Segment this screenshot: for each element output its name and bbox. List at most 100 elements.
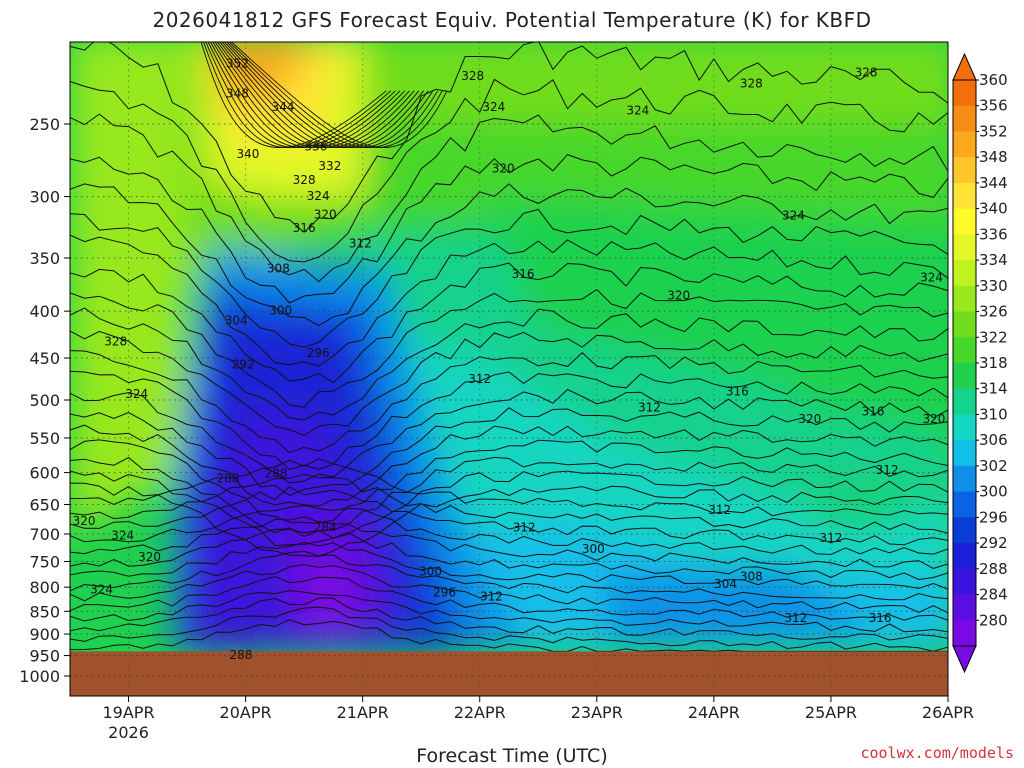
contour-line-plume xyxy=(203,42,392,149)
contour-label: 312 xyxy=(349,237,372,251)
contour-label: 324 xyxy=(307,189,330,203)
contour-label: 312 xyxy=(638,400,661,414)
contour-line xyxy=(70,424,948,507)
source-credit[interactable]: coolwx.com/models xyxy=(860,744,1014,762)
contour-line xyxy=(70,288,948,408)
contour-label: 300 xyxy=(419,564,442,578)
contour-label: 328 xyxy=(740,76,763,90)
contour-label: 340 xyxy=(236,147,259,161)
contour-label: 284 xyxy=(314,521,337,535)
contour-label: 288 xyxy=(217,472,240,486)
contour-label: 324 xyxy=(782,209,805,223)
contour-line-plume xyxy=(205,42,396,149)
contour-label: 336 xyxy=(304,140,327,154)
contour-line xyxy=(70,234,948,367)
contour-label: 324 xyxy=(111,529,134,543)
contour-label: 288 xyxy=(265,466,288,480)
contour-label: 320 xyxy=(73,514,96,528)
contour-label: 320 xyxy=(138,550,161,564)
theta-e-field xyxy=(70,42,948,696)
colorbar-swatch xyxy=(953,440,976,467)
y-tick-label: 1000 xyxy=(19,667,60,686)
contour-label: 316 xyxy=(862,404,885,418)
contour-line xyxy=(70,576,948,621)
contour-label: 300 xyxy=(582,542,605,556)
contour-label: 312 xyxy=(819,531,842,545)
colorbar-label: 306 xyxy=(979,431,1008,449)
colorbar: 360 356 352 348 344 340 336 334 330 326 322 318 314 3… xyxy=(952,52,1008,674)
colorbar-label: 280 xyxy=(979,611,1008,629)
y-tick-label: 500 xyxy=(29,391,60,410)
colorbar-swatch xyxy=(953,157,976,184)
colorbar-label: 356 xyxy=(979,97,1008,115)
blob-352 xyxy=(211,42,312,100)
contour-line-plume xyxy=(214,42,415,149)
contour-line xyxy=(70,183,948,327)
x-tick-label: 19APR xyxy=(102,703,154,722)
contour-label: 296 xyxy=(307,346,330,360)
colorbar-swatch xyxy=(953,182,976,210)
colorbar-label: 288 xyxy=(979,560,1008,578)
contour-label: 296 xyxy=(433,586,456,600)
contour-label: 324 xyxy=(125,387,148,401)
colorbar-swatch xyxy=(953,491,976,518)
colorbar-swatch xyxy=(953,543,976,570)
contour-line xyxy=(70,78,948,263)
contour-line xyxy=(70,370,948,471)
contour-label: 324 xyxy=(626,104,649,118)
contour-label: 328 xyxy=(461,69,484,83)
y-tick-label: 400 xyxy=(29,302,60,321)
contour-label: 312 xyxy=(876,463,899,477)
grid-lines xyxy=(70,42,949,696)
contour-line xyxy=(70,516,948,569)
contour-label: 324 xyxy=(482,100,505,114)
contour-label: 324 xyxy=(920,270,943,284)
colorbar-swatch xyxy=(953,388,976,415)
contour-line xyxy=(70,456,948,538)
colorbar-swatch xyxy=(953,337,976,364)
contour-line-plume xyxy=(231,42,448,149)
contour-label: 308 xyxy=(740,570,763,584)
x-tick-label: 20APR xyxy=(220,703,272,722)
x-axis-label: Forecast Time (UTC) xyxy=(416,745,608,767)
colorbar-label: 322 xyxy=(979,328,1008,346)
colorbar-label: 360 xyxy=(979,71,1008,89)
y-tick-label: 800 xyxy=(29,578,60,597)
colorbar-swatch xyxy=(953,260,976,287)
y-tick-label: 350 xyxy=(29,249,60,268)
plot-frame xyxy=(69,41,949,697)
contour-labels: 3523483443403363323283243203163123083043… xyxy=(73,56,946,662)
contour-line-plume xyxy=(228,42,443,149)
x-tick-label: 25APR xyxy=(805,703,857,722)
contour-line xyxy=(70,350,948,454)
colorbar-swatch xyxy=(953,311,976,338)
contour-label: 320 xyxy=(314,207,337,221)
colorbar-swatch xyxy=(953,517,976,544)
contour-line xyxy=(70,528,948,581)
y-tick-label: 650 xyxy=(29,495,60,514)
contour-label: 320 xyxy=(492,162,515,176)
colorbar-label: 348 xyxy=(979,148,1008,166)
x-tick-label: 22APR xyxy=(454,703,506,722)
y-tick-label: 250 xyxy=(29,115,60,134)
contour-line xyxy=(70,473,948,534)
contour-line xyxy=(70,262,948,384)
contour-label: 312 xyxy=(468,372,491,386)
colorbar-label: 302 xyxy=(979,457,1008,475)
y-tick-label: 950 xyxy=(29,647,60,666)
contour-line xyxy=(70,113,948,283)
contour-label: 308 xyxy=(267,262,290,276)
contour-line xyxy=(70,504,948,556)
contour-line xyxy=(70,470,948,547)
colorbar-label: 336 xyxy=(979,225,1008,243)
contour-line xyxy=(70,307,948,421)
colorbar-label: 300 xyxy=(979,483,1008,501)
x-tick-label: 21APR xyxy=(337,703,389,722)
y-tick-label: 700 xyxy=(29,525,60,544)
axes: 250 300 350 400 450 500 550 600 650 700 750 800 850 9… xyxy=(19,41,974,742)
contour-line xyxy=(70,42,948,233)
contour-label: 352 xyxy=(226,56,249,70)
colorbar-swatch xyxy=(953,620,976,647)
contour-line xyxy=(70,597,948,641)
